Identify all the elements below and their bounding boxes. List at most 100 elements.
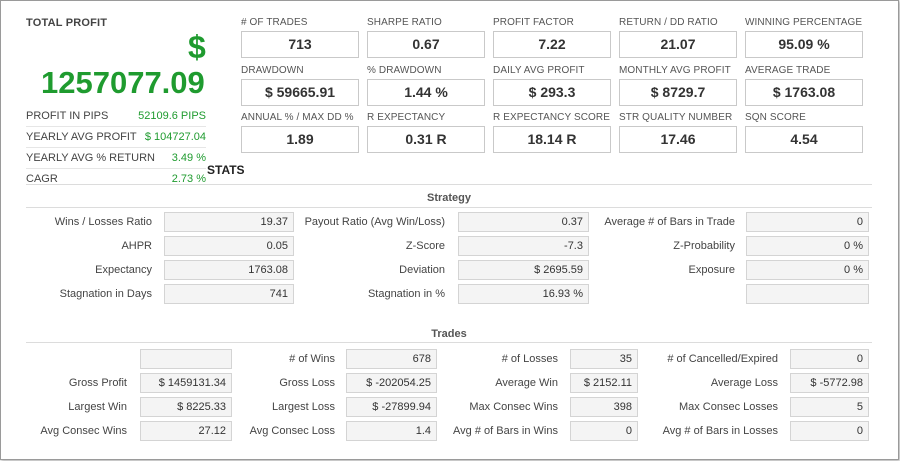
trade-value: 398 [570,397,638,417]
trade-value: 5 [790,397,869,417]
trade-label: Largest Loss [272,401,335,413]
metric-return-dd-ratio: RETURN / DD RATIO 21.07 [619,17,737,58]
metric-label: % DRAWDOWN [367,65,442,76]
metric-label: DRAWDOWN [241,65,304,76]
trade-value: 27.12 [140,421,232,441]
trade-value: 1.4 [346,421,437,441]
trade-value: 678 [346,349,437,369]
metric-value: $ 8729.7 [619,79,737,106]
metric-label: STR QUALITY NUMBER [619,112,733,123]
stat-value: 0.37 [458,212,589,232]
trade-label: # of Losses [501,353,558,365]
stat-value: 0 % [746,260,869,280]
stat-value: $ 2695.59 [458,260,589,280]
summary-label: YEARLY AVG PROFIT [26,131,137,143]
divider [26,147,206,148]
trade-label: Average Loss [710,377,778,389]
trade-value: 35 [570,349,638,369]
stat-value: 0.05 [164,236,294,256]
summary-label: CAGR [26,173,58,185]
trade-value: 0 [570,421,638,441]
trade-value: $ -27899.94 [346,397,437,417]
metric-value: 1.44 % [367,79,485,106]
stat-label: Stagnation in % [367,288,445,300]
divider [26,126,206,127]
trade-label: Average Win [495,377,558,389]
trade-value-empty [140,349,232,369]
metric-label: RETURN / DD RATIO [619,17,718,28]
trade-value: $ 2152.11 [570,373,638,393]
metric-label: R EXPECTANCY SCORE [493,112,611,123]
stat-label: Z-Score [405,240,445,252]
metric-label: DAILY AVG PROFIT [493,65,585,76]
metric-profit-factor: PROFIT FACTOR 7.22 [493,17,611,58]
metric-label: SQN SCORE [745,112,806,123]
metric-annual-max-dd: ANNUAL % / MAX DD % 1.89 [241,112,359,153]
summary-label: PROFIT IN PIPS [26,110,109,122]
metric-sqn-score: SQN SCORE 4.54 [745,112,863,153]
metric-r-expectancy: R EXPECTANCY 0.31 R [367,112,485,153]
stat-value: 19.37 [164,212,294,232]
stats-title: STATS [207,163,245,177]
strategy-title: Strategy [426,192,472,204]
stat-label: Average # of Bars in Trade [604,216,735,228]
stat-value: 741 [164,284,294,304]
stat-label: Wins / Losses Ratio [54,216,152,228]
metric-daily-avg-profit: DAILY AVG PROFIT $ 293.3 [493,65,611,106]
metric-monthly-avg-profit: MONTHLY AVG PROFIT $ 8729.7 [619,65,737,106]
trade-label: Avg Consec Loss [249,425,335,437]
metric-label: R EXPECTANCY [367,112,446,123]
summary-value: 3.49 % [171,152,206,164]
metric-value: 95.09 % [745,31,863,58]
divider [26,184,872,185]
divider [26,342,872,343]
stat-label: Payout Ratio (Avg Win/Loss) [304,216,445,228]
stat-value-empty [746,284,869,304]
metric-num-trades: # OF TRADES 713 [241,17,359,58]
metric-value: 1.89 [241,126,359,153]
metric-label: PROFIT FACTOR [493,17,574,28]
trade-label: Gross Profit [68,377,127,389]
trade-label: Avg # of Bars in Wins [453,425,558,437]
summary-value: 2.73 % [171,173,206,185]
metric-value: 0.67 [367,31,485,58]
metric-label: AVERAGE TRADE [745,65,831,76]
stat-label: AHPR [121,240,152,252]
metric-drawdown: DRAWDOWN $ 59665.91 [241,65,359,106]
trade-value: $ -5772.98 [790,373,869,393]
metric-value: 0.31 R [367,126,485,153]
metric-sharpe-ratio: SHARPE RATIO 0.67 [367,17,485,58]
trade-value: 0 [790,421,869,441]
trade-label: Max Consec Losses [678,401,778,413]
stat-label: Z-Probability [673,240,735,252]
metric-value: $ 293.3 [493,79,611,106]
metric-value: $ 1763.08 [745,79,863,106]
summary-label: YEARLY AVG % RETURN [26,152,155,164]
metric-value: 7.22 [493,31,611,58]
trades-title: Trades [431,328,467,340]
trade-value: $ 8225.33 [140,397,232,417]
trade-value: $ -202054.25 [346,373,437,393]
divider [26,207,872,208]
total-profit-label: TOTAL PROFIT [26,17,108,29]
metric-label: SHARPE RATIO [367,17,442,28]
metric-label: WINNING PERCENTAGE [745,17,863,28]
metric-value: 18.14 R [493,126,611,153]
summary-value: 52109.6 PIPS [138,110,206,122]
trade-label: Max Consec Wins [469,401,558,413]
metric-label: # OF TRADES [241,17,308,28]
trade-label: # of Wins [289,353,335,365]
metric-value: 21.07 [619,31,737,58]
metric-winning-percentage: WINNING PERCENTAGE 95.09 % [745,17,863,58]
metric-label: ANNUAL % / MAX DD % [241,112,354,123]
trade-label: Avg Consec Wins [40,425,127,437]
metric-value: 17.46 [619,126,737,153]
summary-value: $ 104727.04 [144,131,206,143]
trade-value: $ 1459131.34 [140,373,232,393]
divider [26,168,206,169]
metric-r-expectancy-score: R EXPECTANCY SCORE 18.14 R [493,112,611,153]
metric-average-trade: AVERAGE TRADE $ 1763.08 [745,65,863,106]
trade-label: # of Cancelled/Expired [667,353,778,365]
trade-label: Gross Loss [279,377,335,389]
metric-value: $ 59665.91 [241,79,359,106]
